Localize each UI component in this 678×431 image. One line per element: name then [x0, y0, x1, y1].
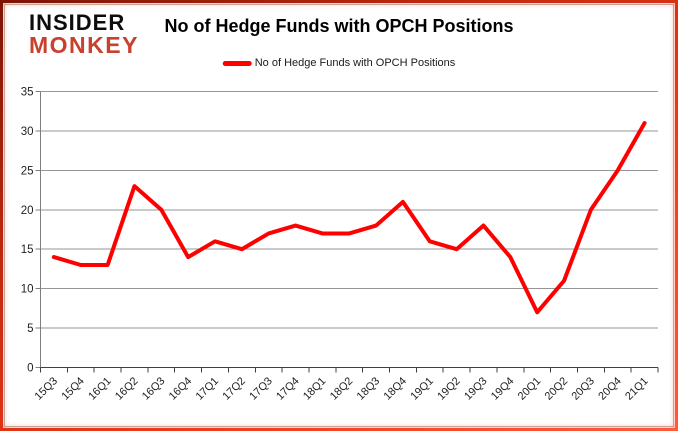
svg-text:15Q4: 15Q4: [59, 375, 87, 403]
svg-text:17Q4: 17Q4: [274, 375, 302, 403]
svg-text:20Q2: 20Q2: [543, 375, 571, 403]
legend-label: No of Hedge Funds with OPCH Positions: [254, 57, 456, 69]
svg-text:15: 15: [21, 244, 34, 256]
series-line: [51, 121, 647, 315]
svg-text:20Q1: 20Q1: [516, 375, 544, 403]
gridlines: [40, 91, 658, 329]
y-axis: [35, 91, 41, 368]
svg-text:19Q4: 19Q4: [489, 375, 517, 403]
svg-text:20Q3: 20Q3: [569, 375, 597, 403]
svg-text:35: 35: [21, 87, 34, 99]
legend: No of Hedge Funds with OPCH Positions: [222, 57, 456, 69]
svg-text:20Q4: 20Q4: [596, 375, 624, 403]
x-axis: [40, 367, 659, 373]
svg-text:15Q3: 15Q3: [33, 375, 61, 403]
svg-text:18Q3: 18Q3: [355, 375, 383, 403]
svg-text:17Q1: 17Q1: [194, 375, 222, 403]
svg-text:18Q4: 18Q4: [382, 375, 410, 403]
legend-line-swatch: [222, 60, 252, 66]
svg-text:17Q2: 17Q2: [220, 375, 248, 403]
logo-line-insider: INSIDER: [29, 10, 126, 35]
svg-text:16Q3: 16Q3: [140, 375, 168, 403]
svg-text:17Q3: 17Q3: [247, 375, 275, 403]
svg-text:0: 0: [27, 363, 33, 375]
svg-text:19Q2: 19Q2: [435, 375, 463, 403]
svg-text:10: 10: [21, 284, 34, 296]
svg-text:18Q2: 18Q2: [328, 375, 356, 403]
svg-text:19Q1: 19Q1: [408, 375, 436, 403]
svg-text:16Q4: 16Q4: [167, 375, 195, 403]
svg-text:21Q1: 21Q1: [623, 375, 651, 403]
svg-text:5: 5: [27, 323, 33, 335]
svg-text:20: 20: [21, 205, 34, 217]
svg-text:16Q2: 16Q2: [113, 375, 141, 403]
svg-text:25: 25: [21, 165, 34, 177]
svg-text:30: 30: [21, 126, 34, 138]
y-tick-labels: 0 5 10 15 20 25 30 35: [21, 87, 34, 375]
insider-monkey-logo[interactable]: INSIDER MONKEY: [29, 10, 139, 58]
svg-text:18Q1: 18Q1: [301, 375, 329, 403]
logo-line-monkey: MONKEY: [29, 32, 139, 58]
chart-title: No of Hedge Funds with OPCH Positions: [164, 16, 514, 36]
svg-text:16Q1: 16Q1: [86, 375, 114, 403]
x-tick-labels: 15Q3 15Q4 16Q1 16Q2 16Q3 16Q4 17Q1 17Q2 17Q3 17Q4…: [33, 375, 651, 403]
svg-text:19Q3: 19Q3: [462, 375, 490, 403]
